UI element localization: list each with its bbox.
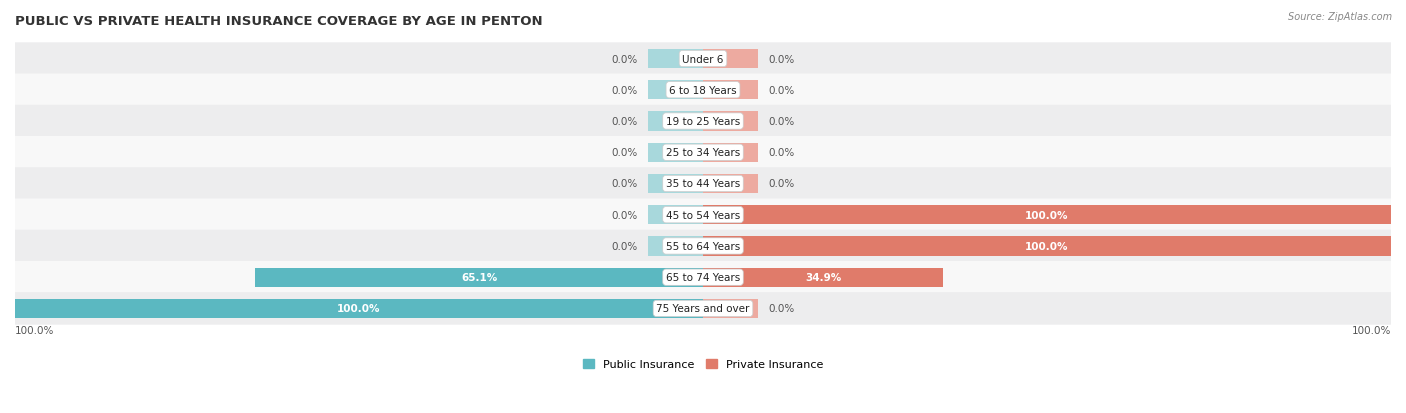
Bar	[648, 112, 703, 131]
Bar	[703, 112, 758, 131]
Text: 0.0%: 0.0%	[768, 117, 794, 127]
Text: 0.0%: 0.0%	[768, 55, 794, 64]
Bar	[648, 81, 703, 100]
Text: 34.9%: 34.9%	[804, 273, 841, 282]
Text: 0.0%: 0.0%	[612, 55, 638, 64]
Text: 0.0%: 0.0%	[768, 85, 794, 95]
FancyBboxPatch shape	[15, 43, 1391, 76]
Text: 0.0%: 0.0%	[768, 148, 794, 158]
Text: 19 to 25 Years: 19 to 25 Years	[666, 117, 740, 127]
Text: 0.0%: 0.0%	[612, 210, 638, 220]
Bar	[15, 299, 703, 318]
Bar	[648, 237, 703, 256]
FancyBboxPatch shape	[15, 230, 1391, 263]
Bar	[648, 206, 703, 225]
FancyBboxPatch shape	[15, 137, 1391, 169]
Text: 25 to 34 Years: 25 to 34 Years	[666, 148, 740, 158]
FancyBboxPatch shape	[15, 292, 1391, 325]
Text: 0.0%: 0.0%	[612, 179, 638, 189]
Text: 0.0%: 0.0%	[612, 117, 638, 127]
Bar	[703, 237, 1391, 256]
Text: 0.0%: 0.0%	[612, 85, 638, 95]
FancyBboxPatch shape	[15, 168, 1391, 200]
Legend: Public Insurance, Private Insurance: Public Insurance, Private Insurance	[579, 355, 827, 374]
Text: 65.1%: 65.1%	[461, 273, 498, 282]
Bar	[703, 174, 758, 194]
Bar	[648, 143, 703, 163]
Text: 55 to 64 Years: 55 to 64 Years	[666, 241, 740, 252]
Text: Under 6: Under 6	[682, 55, 724, 64]
Text: 65 to 74 Years: 65 to 74 Years	[666, 273, 740, 282]
Text: 100.0%: 100.0%	[1025, 210, 1069, 220]
Text: 6 to 18 Years: 6 to 18 Years	[669, 85, 737, 95]
Bar	[703, 299, 758, 318]
Bar	[703, 206, 1391, 225]
Text: 35 to 44 Years: 35 to 44 Years	[666, 179, 740, 189]
Text: 0.0%: 0.0%	[768, 179, 794, 189]
Bar	[703, 268, 943, 287]
Text: Source: ZipAtlas.com: Source: ZipAtlas.com	[1288, 12, 1392, 22]
Text: 0.0%: 0.0%	[768, 304, 794, 313]
Bar	[703, 143, 758, 163]
Bar	[648, 174, 703, 194]
FancyBboxPatch shape	[15, 261, 1391, 294]
Text: 0.0%: 0.0%	[612, 148, 638, 158]
Text: 100.0%: 100.0%	[1351, 325, 1391, 335]
Text: 100.0%: 100.0%	[337, 304, 381, 313]
Text: 100.0%: 100.0%	[1025, 241, 1069, 252]
Text: 100.0%: 100.0%	[15, 325, 55, 335]
Text: 75 Years and over: 75 Years and over	[657, 304, 749, 313]
Bar	[254, 268, 703, 287]
Text: PUBLIC VS PRIVATE HEALTH INSURANCE COVERAGE BY AGE IN PENTON: PUBLIC VS PRIVATE HEALTH INSURANCE COVER…	[15, 15, 543, 28]
Text: 0.0%: 0.0%	[612, 241, 638, 252]
Bar	[703, 50, 758, 69]
FancyBboxPatch shape	[15, 105, 1391, 138]
Text: 45 to 54 Years: 45 to 54 Years	[666, 210, 740, 220]
Bar	[648, 50, 703, 69]
FancyBboxPatch shape	[15, 74, 1391, 107]
Bar	[703, 81, 758, 100]
FancyBboxPatch shape	[15, 199, 1391, 231]
